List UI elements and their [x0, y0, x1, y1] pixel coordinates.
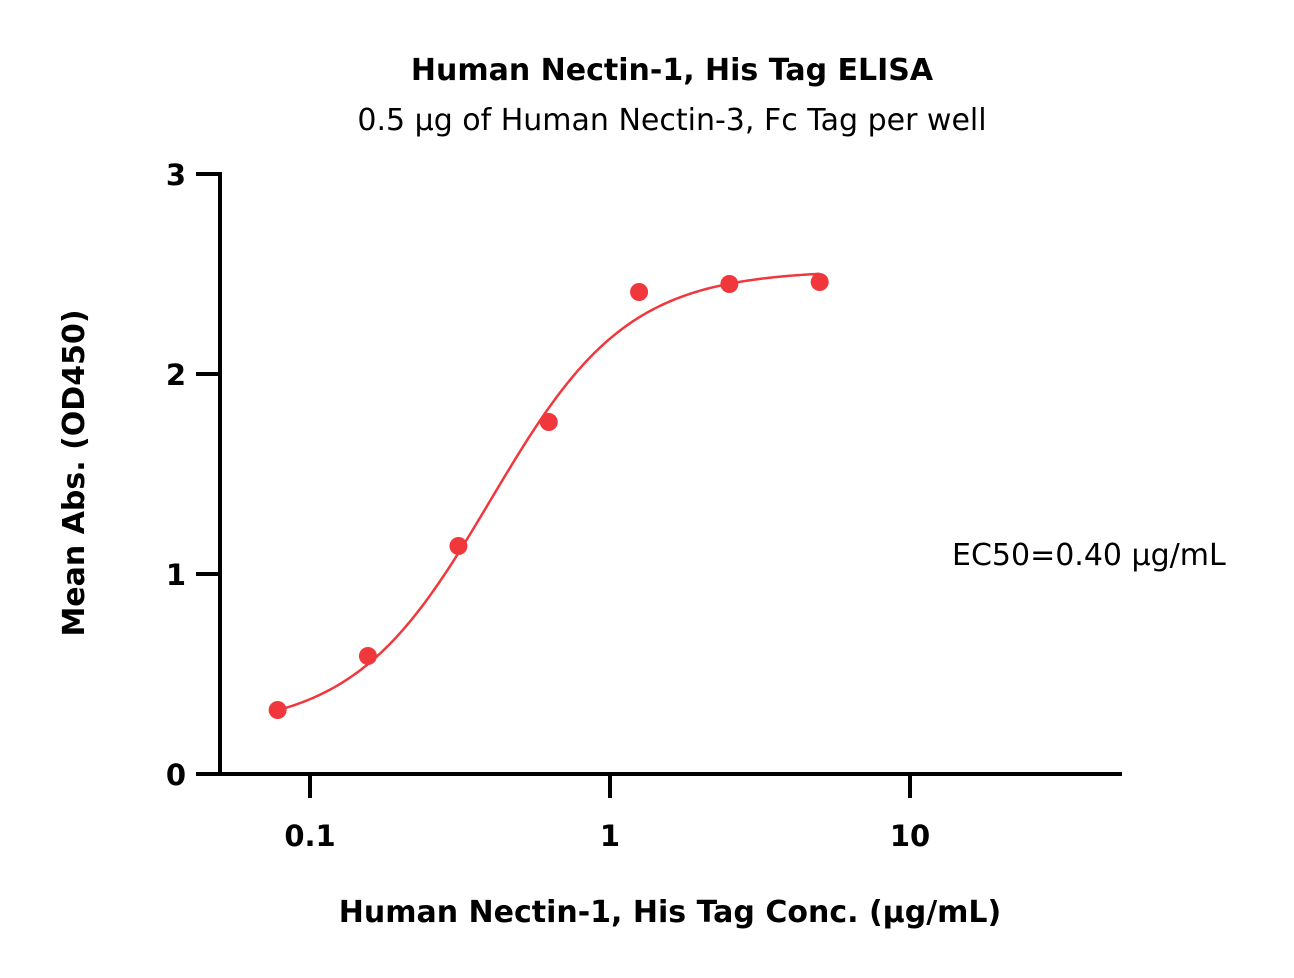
ticks: 0 1 2 3 0.1 1 10: [166, 158, 930, 853]
data-point: [358, 647, 377, 665]
data-point: [539, 413, 558, 431]
x-axis-label: Human Nectin-1, His Tag Conc. (µg/mL): [339, 895, 1002, 930]
data-point: [810, 273, 829, 291]
ec50-annotation: EC50=0.40 µg/mL: [952, 538, 1226, 573]
x-tick-label: 1: [600, 819, 620, 853]
data-point: [630, 283, 649, 301]
y-axis-label: Mean Abs. (OD450): [57, 309, 92, 636]
axes: [196, 172, 1122, 776]
y-tick-label: 3: [166, 158, 186, 192]
fit-curve-layer: [277, 272, 820, 712]
fit-curve: [277, 272, 820, 712]
data-point: [720, 275, 739, 293]
y-tick-label: 2: [166, 358, 186, 392]
y-tick-label: 1: [166, 558, 186, 592]
chart-subtitle: 0.5 µg of Human Nectin-3, Fc Tag per wel…: [357, 103, 986, 138]
y-tick-label: 0: [166, 758, 186, 792]
x-tick-label: 10: [890, 819, 930, 853]
data-point: [449, 537, 468, 555]
data-point: [268, 701, 287, 719]
data-points-layer: [268, 273, 829, 719]
chart-title: Human Nectin-1, His Tag ELISA: [411, 53, 934, 88]
x-tick-label: 0.1: [284, 819, 335, 853]
